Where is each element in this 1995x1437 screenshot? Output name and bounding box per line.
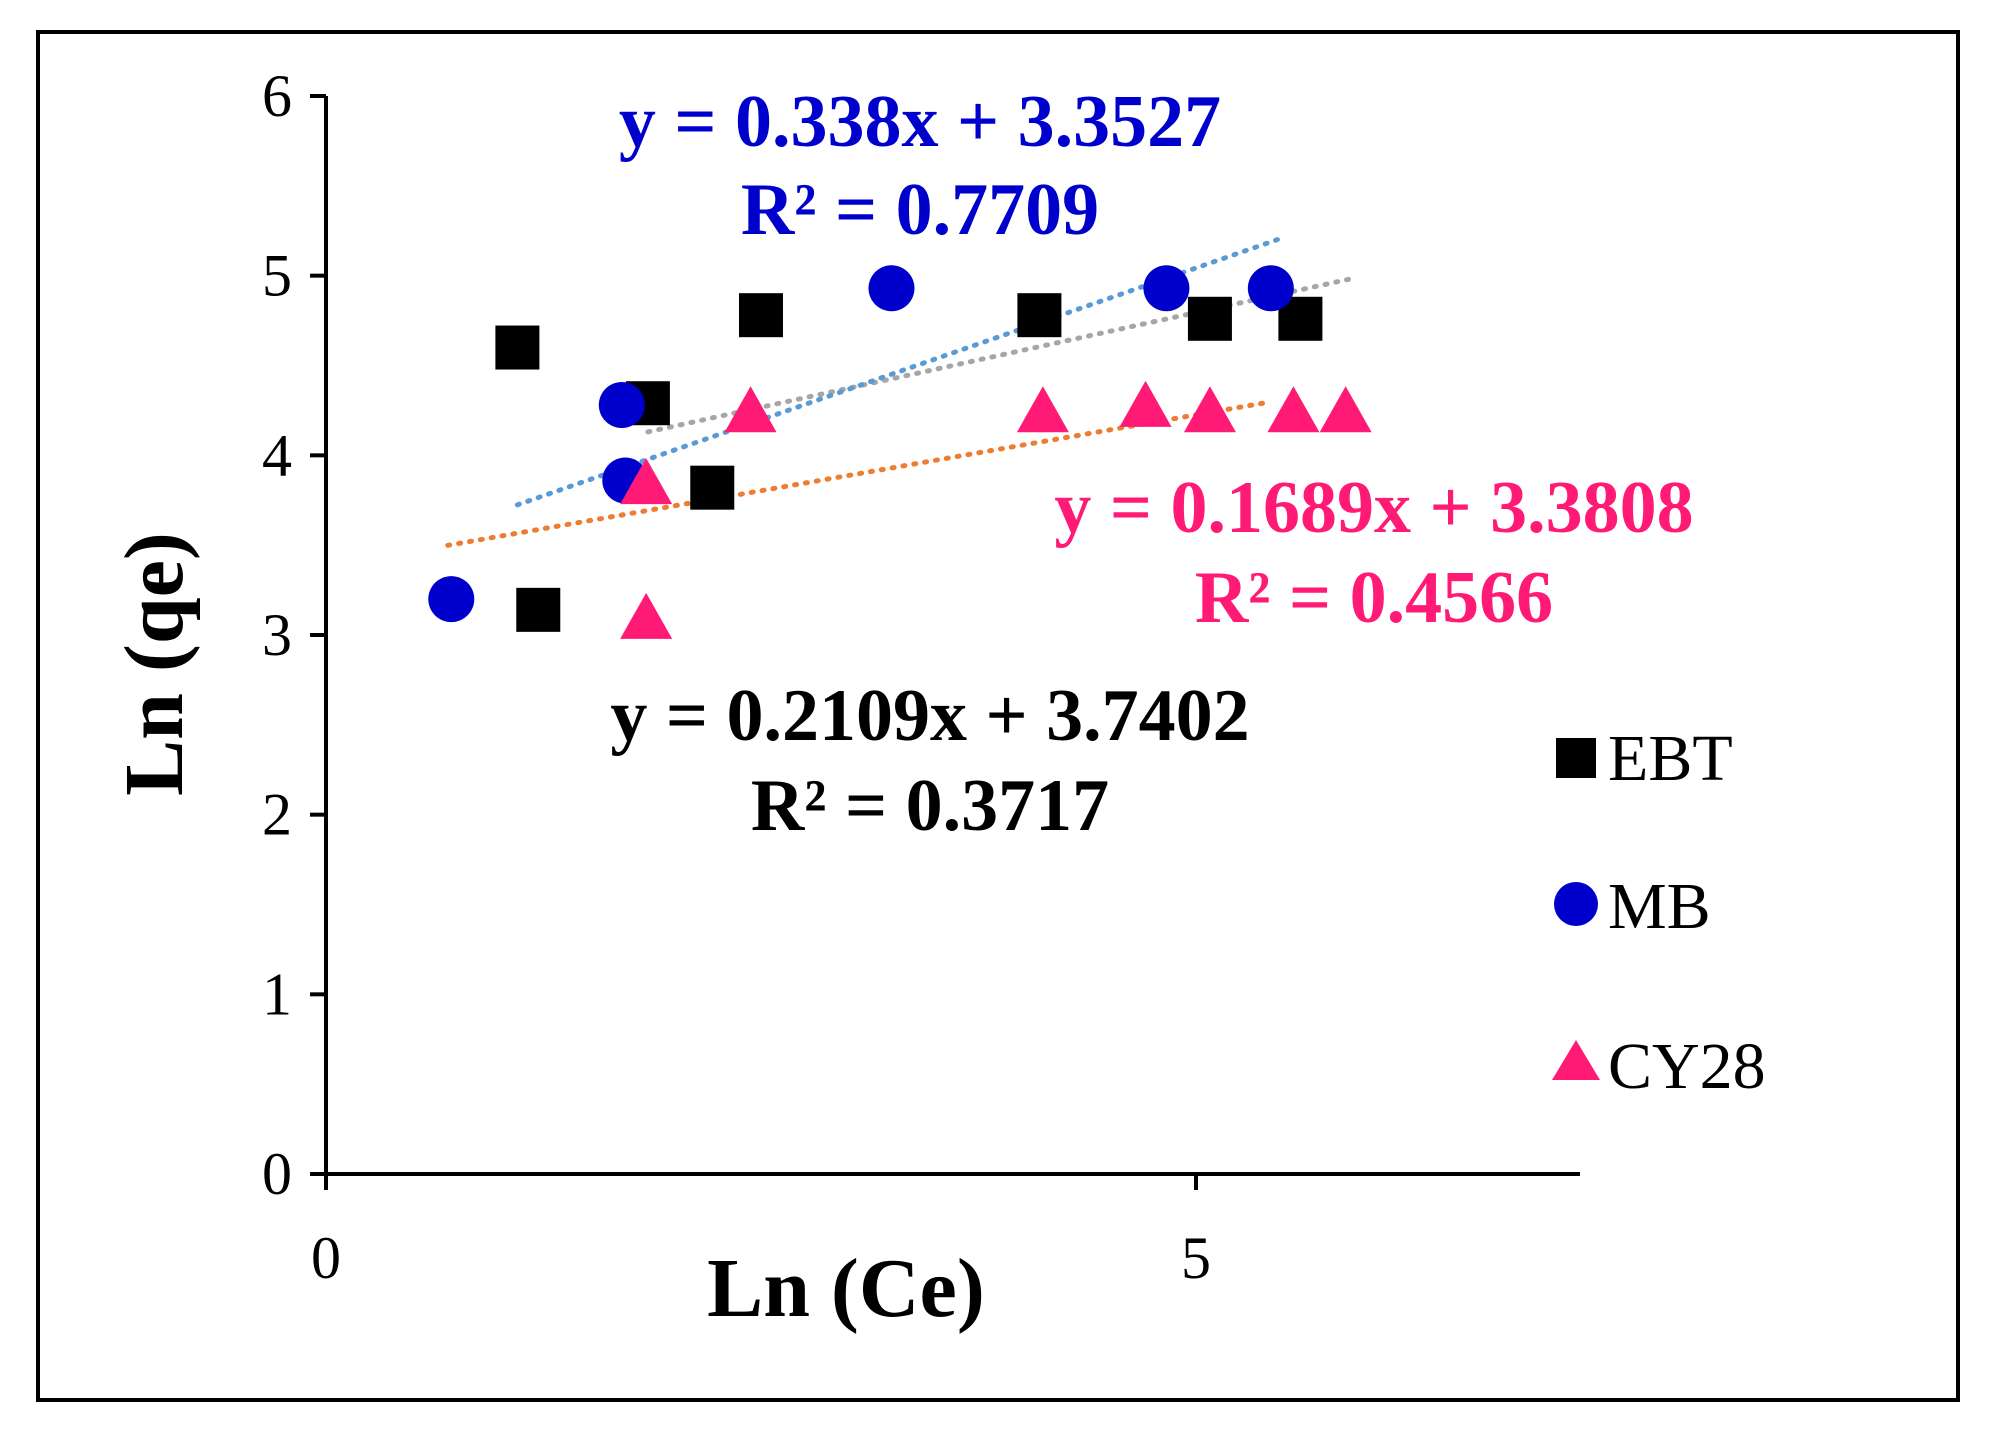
cy28-point — [1319, 386, 1372, 433]
y-tick-label: 1 — [262, 961, 292, 1027]
ebt-point — [1017, 293, 1062, 338]
ebt-point — [495, 325, 540, 370]
cy28-point — [1267, 386, 1320, 433]
legend-mb-label: MB — [1608, 870, 1711, 943]
mb-point — [1247, 265, 1294, 312]
mb-point — [598, 382, 645, 429]
cy28-point — [1183, 386, 1236, 433]
ebt-point — [739, 293, 783, 338]
y-tick-label: 4 — [262, 422, 292, 488]
legend-mb-marker — [1554, 882, 1598, 926]
ebt-trendline — [645, 275, 1356, 435]
legend-ebt-marker — [1556, 738, 1596, 778]
mb-equation: y = 0.338x + 3.3527 — [619, 81, 1221, 163]
axis-ticks: 0 1 2 3 4 5 6 0 5 — [262, 63, 1211, 1291]
x-tick-label: 0 — [311, 1225, 341, 1291]
cy28-point — [620, 592, 673, 639]
legend: EBT MB CY28 — [1552, 722, 1766, 1103]
legend-ebt-label: EBT — [1608, 722, 1733, 795]
mb-point — [1143, 265, 1190, 312]
y-tick-label: 0 — [262, 1141, 292, 1207]
y-tick-label: 3 — [262, 602, 292, 668]
cy28-point — [724, 386, 777, 433]
ebt-point — [1187, 296, 1232, 341]
ebt-r2: R² = 0.3717 — [751, 765, 1109, 847]
cy28-point — [1119, 380, 1172, 427]
ebt-equation: y = 0.2109x + 3.7402 — [610, 675, 1249, 757]
ebt-point — [516, 587, 561, 632]
cy28-r2: R² = 0.4566 — [1195, 557, 1553, 639]
data-points — [428, 265, 1372, 639]
ebt-point — [690, 465, 735, 510]
y-tick-label: 5 — [262, 243, 292, 309]
mb-point — [868, 265, 915, 312]
cy28-equation: y = 0.1689x + 3.3808 — [1054, 467, 1693, 549]
y-tick-label: 2 — [262, 782, 292, 848]
legend-cy28-marker — [1552, 1040, 1600, 1080]
chart-frame: 0 1 2 3 4 5 6 0 5 y = 0.338x + 3.3527 R² = 0.770… — [36, 30, 1960, 1402]
legend-cy28-label: CY28 — [1608, 1030, 1766, 1103]
cy28-point — [620, 458, 673, 505]
mb-r2: R² = 0.7709 — [741, 169, 1099, 251]
cy28-point — [1016, 386, 1069, 433]
y-tick-label: 6 — [262, 63, 292, 129]
y-axis-title: Ln (qe) — [108, 532, 201, 796]
scatter-chart: 0 1 2 3 4 5 6 0 5 y = 0.338x + 3.3527 R² = 0.770… — [108, 63, 1766, 1335]
x-axis-title: Ln (Ce) — [707, 1242, 985, 1335]
x-tick-label: 5 — [1181, 1225, 1211, 1291]
mb-point — [428, 576, 475, 623]
